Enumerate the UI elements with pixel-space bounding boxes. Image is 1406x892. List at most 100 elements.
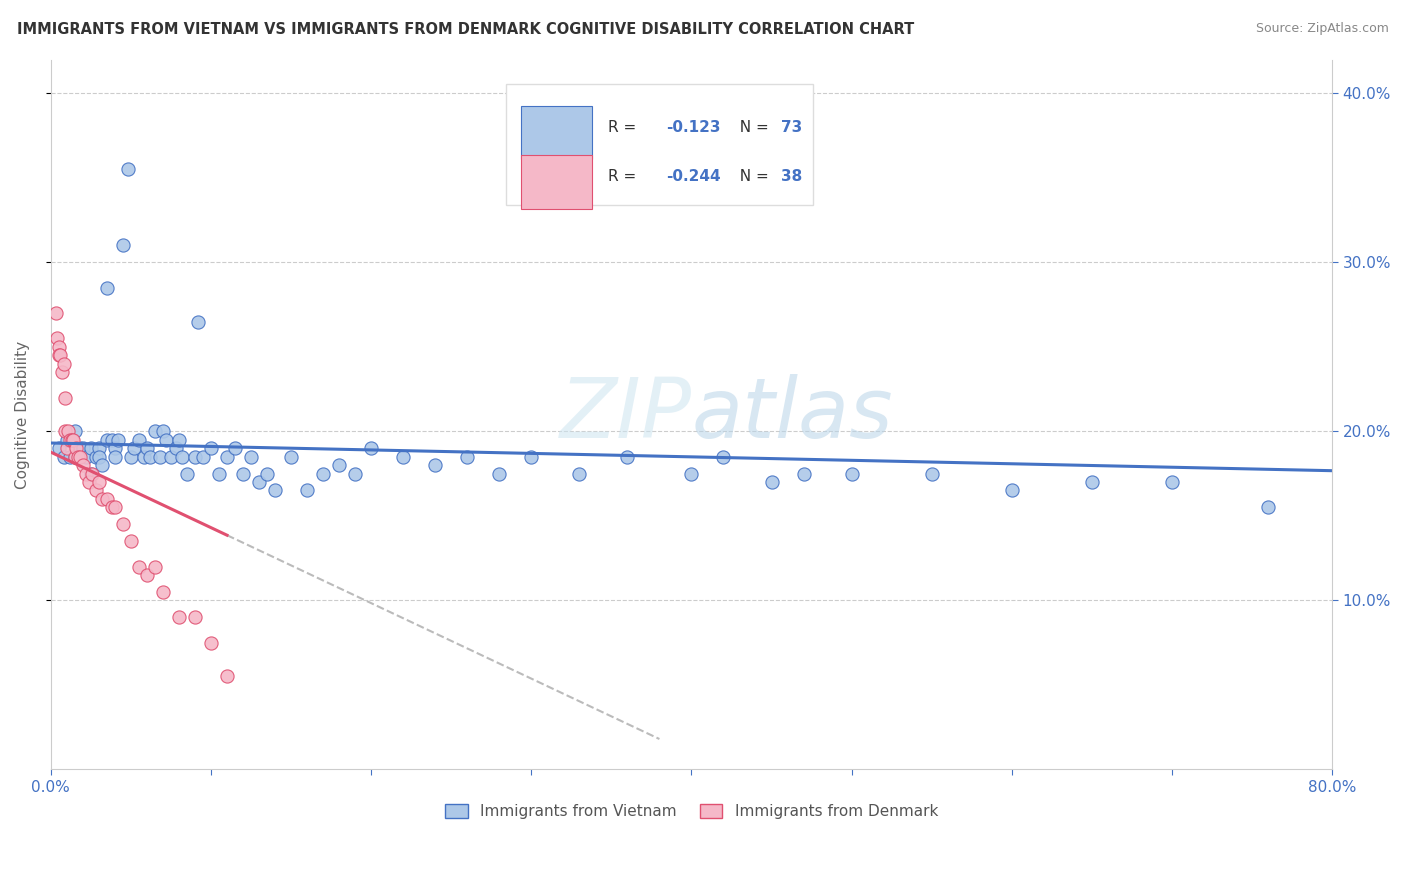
Point: [360, 442, 382, 456]
Point: [84, 483, 107, 498]
Point: [155, 433, 177, 447]
Point: [53, 425, 76, 439]
Point: [75, 467, 97, 481]
Point: [59, 450, 82, 464]
Point: [165, 442, 187, 456]
Point: [63, 425, 86, 439]
Point: [240, 450, 263, 464]
Text: atlas: atlas: [692, 374, 893, 455]
Point: [96, 491, 118, 506]
Point: [520, 450, 543, 464]
Point: [49, 348, 72, 362]
Point: [87, 475, 110, 489]
Point: [208, 467, 231, 481]
Point: [69, 442, 91, 456]
Point: [60, 433, 83, 447]
Point: [143, 425, 166, 439]
Point: [104, 450, 127, 464]
Point: [200, 635, 222, 649]
Point: [53, 391, 76, 405]
Point: [67, 450, 90, 464]
Point: [120, 534, 142, 549]
Point: [344, 467, 367, 481]
Text: N =: N =: [730, 120, 773, 135]
FancyBboxPatch shape: [506, 85, 813, 205]
Point: [139, 450, 162, 464]
Point: [77, 475, 100, 489]
Point: [46, 331, 69, 345]
Point: [84, 450, 107, 464]
Point: [65, 442, 87, 456]
Point: [1001, 483, 1024, 498]
Point: [247, 475, 270, 489]
Bar: [522, 106, 592, 159]
Point: [160, 450, 183, 464]
Point: [111, 517, 134, 532]
Point: [51, 365, 73, 379]
Point: [793, 467, 815, 481]
Point: [63, 450, 86, 464]
Point: [104, 500, 127, 515]
Point: [1161, 475, 1184, 489]
Point: [191, 450, 214, 464]
Point: [48, 340, 70, 354]
Text: 73: 73: [782, 120, 803, 135]
Point: [280, 450, 302, 464]
Point: [172, 450, 194, 464]
Point: [616, 450, 638, 464]
Point: [200, 442, 222, 456]
Point: [215, 450, 238, 464]
Y-axis label: Cognitive Disability: Cognitive Disability: [15, 341, 30, 489]
Point: [128, 559, 150, 574]
Point: [87, 450, 110, 464]
Point: [713, 450, 735, 464]
Point: [128, 433, 150, 447]
Point: [215, 669, 238, 683]
Text: IMMIGRANTS FROM VIETNAM VS IMMIGRANTS FROM DENMARK COGNITIVE DISABILITY CORRELAT: IMMIGRANTS FROM VIETNAM VS IMMIGRANTS FR…: [17, 22, 914, 37]
Point: [152, 425, 174, 439]
Point: [120, 450, 142, 464]
Point: [143, 559, 166, 574]
Point: [312, 467, 335, 481]
Point: [62, 433, 84, 447]
Text: -0.123: -0.123: [666, 120, 720, 135]
Text: N =: N =: [730, 169, 773, 185]
Point: [100, 433, 122, 447]
Point: [232, 467, 254, 481]
Point: [80, 442, 103, 456]
Point: [167, 433, 190, 447]
Point: [152, 585, 174, 599]
Point: [122, 442, 145, 456]
Point: [56, 442, 79, 456]
Text: Source: ZipAtlas.com: Source: ZipAtlas.com: [1256, 22, 1389, 36]
Point: [184, 450, 207, 464]
Point: [176, 467, 198, 481]
Point: [136, 568, 159, 582]
Text: ZIP: ZIP: [560, 374, 692, 455]
Point: [100, 500, 122, 515]
Point: [52, 357, 75, 371]
Text: R =: R =: [609, 169, 641, 185]
Point: [136, 442, 159, 456]
Legend: Immigrants from Vietnam, Immigrants from Denmark: Immigrants from Vietnam, Immigrants from…: [439, 798, 945, 825]
Point: [328, 458, 350, 472]
Point: [111, 238, 134, 252]
Point: [72, 458, 94, 472]
Point: [48, 442, 70, 456]
Point: [295, 483, 318, 498]
Point: [82, 467, 104, 481]
Point: [167, 610, 190, 624]
Point: [1081, 475, 1104, 489]
Point: [841, 467, 863, 481]
Text: -0.244: -0.244: [666, 169, 720, 185]
Point: [224, 442, 246, 456]
Point: [456, 450, 478, 464]
Point: [45, 306, 67, 320]
Point: [761, 475, 783, 489]
Point: [488, 467, 510, 481]
Point: [568, 467, 591, 481]
Point: [264, 483, 287, 498]
Point: [256, 467, 278, 481]
Point: [425, 458, 447, 472]
Point: [52, 450, 75, 464]
